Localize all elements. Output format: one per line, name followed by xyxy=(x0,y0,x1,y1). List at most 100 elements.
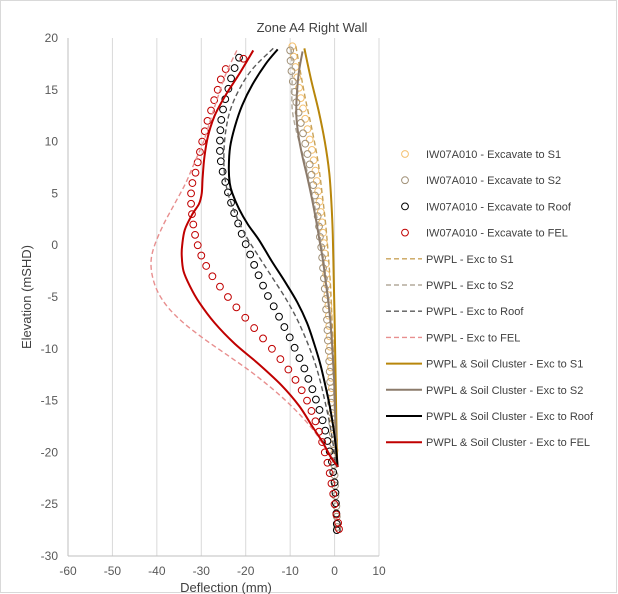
data-point xyxy=(286,46,295,55)
x-tick-label: 10 xyxy=(372,564,386,578)
legend-marker xyxy=(401,228,409,237)
data-point xyxy=(275,312,283,321)
chart-title: Zone A4 Right Wall xyxy=(257,20,368,35)
legend-item: PWPL & Soil Cluster - Exc to S1 xyxy=(386,359,583,371)
data-point xyxy=(232,303,241,312)
data-point xyxy=(285,333,294,342)
legend-label: PWPL & Soil Cluster - Exc to FEL xyxy=(426,437,590,449)
data-point xyxy=(241,313,250,322)
data-point xyxy=(308,385,317,394)
data-point xyxy=(308,145,316,154)
y-tick-label: -20 xyxy=(41,445,59,459)
legend-label: IW07A010 - Excavate to FEL xyxy=(426,228,568,240)
legend-item: PWPL & Soil Cluster - Exc to Roof xyxy=(386,411,594,423)
legend-marker xyxy=(401,176,409,185)
series-line xyxy=(303,48,339,467)
data-point xyxy=(334,518,343,527)
data-point xyxy=(227,74,235,83)
data-point xyxy=(216,282,224,291)
data-point xyxy=(188,210,196,219)
data-point xyxy=(189,220,198,229)
legend-item: PWPL & Soil Cluster - Exc to S2 xyxy=(386,385,583,397)
data-point xyxy=(219,105,227,114)
series-11 xyxy=(180,49,339,468)
y-tick-label: 0 xyxy=(51,238,58,252)
data-point xyxy=(311,417,320,426)
legend-marker xyxy=(401,150,409,158)
data-point xyxy=(307,407,316,415)
data-point xyxy=(312,177,321,185)
data-point xyxy=(300,364,309,373)
data-point xyxy=(297,386,306,395)
data-point xyxy=(301,139,310,148)
series-6 xyxy=(223,47,338,468)
data-point xyxy=(295,354,304,363)
series-7 xyxy=(150,50,338,468)
data-point xyxy=(202,262,211,270)
legend-label: PWPL & Soil Cluster - Exc to Roof xyxy=(426,411,594,423)
data-point xyxy=(227,198,235,207)
series-10 xyxy=(227,48,339,467)
legend-label: PWPL - Exc to FEL xyxy=(426,332,520,344)
x-tick-label: -50 xyxy=(104,564,122,578)
y-tick-label: 20 xyxy=(45,31,59,45)
data-point xyxy=(230,64,239,72)
data-point xyxy=(191,168,200,177)
x-tick-label: -10 xyxy=(281,564,299,578)
data-point xyxy=(264,292,272,300)
data-point xyxy=(250,324,259,332)
data-point xyxy=(315,406,324,414)
data-point xyxy=(291,375,300,384)
legend-item: IW07A010 - Excavate to S2 xyxy=(401,175,561,187)
data-point xyxy=(280,323,289,331)
data-point xyxy=(216,126,225,135)
series-line xyxy=(295,46,337,467)
data-point xyxy=(329,489,338,498)
data-point xyxy=(197,251,206,260)
series-line xyxy=(150,50,338,468)
axes xyxy=(67,38,379,557)
y-axis-title: Elevation (mSHD) xyxy=(19,245,34,349)
data-point xyxy=(254,271,263,280)
data-point xyxy=(320,284,329,293)
y-tick-label: 10 xyxy=(45,135,59,149)
x-tick-label: -30 xyxy=(193,564,211,578)
legend-item: PWPL - Exc to S1 xyxy=(386,254,514,266)
legend-label: IW07A010 - Excavate to S2 xyxy=(426,175,561,187)
data-point xyxy=(321,295,330,303)
legend-label: PWPL - Exc to Roof xyxy=(426,306,524,318)
series-9 xyxy=(295,51,338,467)
series-line xyxy=(227,48,339,467)
data-point xyxy=(321,426,330,435)
data-point xyxy=(216,147,224,155)
legend-label: IW07A010 - Excavate to Roof xyxy=(426,201,572,213)
data-point xyxy=(318,416,327,425)
x-tick-label: -20 xyxy=(237,564,255,578)
data-point xyxy=(323,458,332,467)
data-point xyxy=(294,108,303,117)
data-point xyxy=(329,468,338,476)
data-point xyxy=(301,114,310,123)
data-point xyxy=(216,75,225,84)
x-tick-label: -60 xyxy=(59,564,77,578)
series-layer xyxy=(150,42,343,534)
y-tick-label: -25 xyxy=(41,497,59,511)
data-point xyxy=(207,106,215,115)
data-point xyxy=(304,374,313,383)
data-point xyxy=(330,478,339,487)
data-point xyxy=(187,199,195,208)
series-line xyxy=(295,51,338,467)
data-point xyxy=(332,499,340,508)
data-point xyxy=(193,158,202,167)
series-2 xyxy=(216,53,341,534)
data-point xyxy=(246,250,255,259)
data-point xyxy=(324,346,333,355)
data-point xyxy=(299,129,307,138)
legend-label: PWPL - Exc to S2 xyxy=(426,280,514,292)
data-point xyxy=(191,230,199,239)
data-point xyxy=(218,167,227,176)
data-point xyxy=(312,395,320,404)
data-point xyxy=(305,160,314,169)
data-point xyxy=(217,115,226,124)
